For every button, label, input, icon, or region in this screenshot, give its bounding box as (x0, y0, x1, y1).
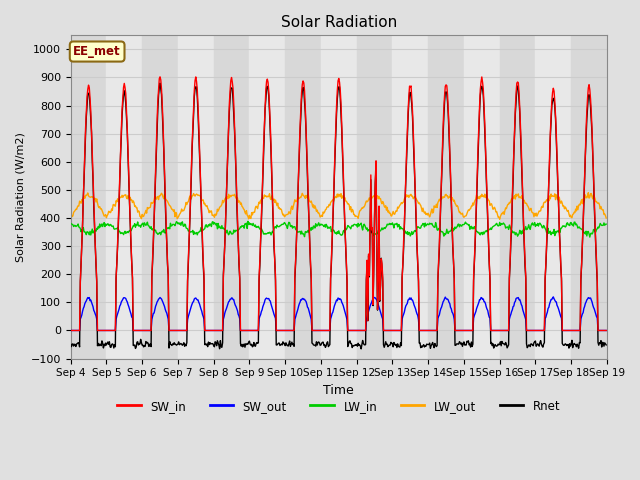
Bar (178, 36, 214, 359)
LW_out (67, 214, 74, 219)
LW_in (420, 221, 428, 227)
Legend: SW_in, SW_out, LW_in, LW_out, Rnet: SW_in, SW_out, LW_in, LW_out, Rnet (113, 395, 565, 417)
SW_in (77, 278, 84, 284)
LW_in (186, 229, 194, 235)
Bar (464, 36, 500, 359)
LW_out (403, 194, 411, 200)
Bar (356, 36, 392, 359)
Rnet (357, 346, 365, 352)
LW_in (586, 234, 594, 240)
X-axis label: Time: Time (323, 384, 354, 397)
SW_in (187, 192, 195, 197)
Y-axis label: Solar Radiation (W/m2): Solar Radiation (W/m2) (15, 132, 25, 262)
LW_out (132, 203, 140, 209)
Text: EE_met: EE_met (74, 45, 121, 58)
Bar (500, 36, 536, 359)
Rnet (132, 346, 140, 351)
LW_out (186, 193, 194, 199)
LW_in (602, 221, 610, 227)
Bar (321, 36, 356, 359)
LW_in (67, 221, 74, 227)
Line: Rnet: Rnet (70, 83, 606, 349)
SW_in (132, 327, 140, 333)
SW_in (602, 327, 610, 333)
Bar (285, 36, 321, 359)
LW_in (214, 221, 222, 227)
SW_out (419, 327, 427, 333)
LW_out (214, 208, 222, 214)
LW_out (419, 205, 427, 211)
Rnet (405, 99, 413, 105)
LW_out (584, 190, 592, 195)
SW_out (403, 300, 411, 306)
LW_in (77, 226, 84, 231)
SW_in (67, 327, 74, 333)
Bar (428, 36, 464, 359)
Title: Solar Radiation: Solar Radiation (281, 15, 397, 30)
LW_out (496, 216, 504, 222)
SW_in (215, 327, 223, 333)
Bar (536, 36, 571, 359)
Line: LW_out: LW_out (70, 192, 606, 219)
SW_in (420, 327, 428, 333)
SW_out (77, 316, 84, 322)
SW_in (156, 74, 164, 80)
Rnet (156, 80, 164, 86)
SW_out (67, 327, 74, 333)
LW_out (602, 215, 610, 221)
Rnet (67, 341, 74, 347)
Bar (571, 36, 607, 359)
Bar (214, 36, 250, 359)
SW_out (186, 309, 194, 314)
Rnet (215, 342, 223, 348)
SW_out (214, 327, 222, 333)
SW_out (550, 294, 557, 300)
Bar (392, 36, 428, 359)
SW_out (132, 327, 140, 333)
SW_out (602, 327, 610, 333)
Line: SW_out: SW_out (70, 297, 606, 330)
LW_in (244, 218, 252, 224)
Bar (250, 36, 285, 359)
Rnet (187, 197, 195, 203)
LW_out (77, 199, 84, 205)
SW_in (404, 109, 412, 115)
Bar (142, 36, 178, 359)
LW_in (132, 224, 140, 230)
Bar (70, 36, 106, 359)
Rnet (602, 342, 610, 348)
Bar (106, 36, 142, 359)
Line: SW_in: SW_in (70, 77, 606, 330)
Rnet (420, 344, 428, 350)
Line: LW_in: LW_in (70, 221, 606, 237)
LW_in (404, 232, 412, 238)
Rnet (77, 279, 84, 285)
